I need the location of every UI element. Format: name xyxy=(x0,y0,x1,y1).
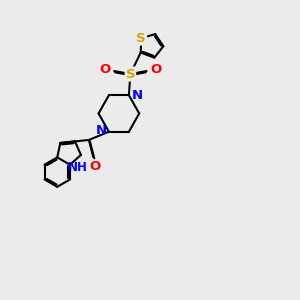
Text: S: S xyxy=(136,32,146,45)
Text: N: N xyxy=(131,89,142,102)
Text: N: N xyxy=(95,124,106,137)
Text: O: O xyxy=(150,63,161,76)
Text: S: S xyxy=(126,68,135,80)
Text: NH: NH xyxy=(68,161,87,174)
Text: O: O xyxy=(99,63,111,76)
Text: O: O xyxy=(89,160,100,173)
